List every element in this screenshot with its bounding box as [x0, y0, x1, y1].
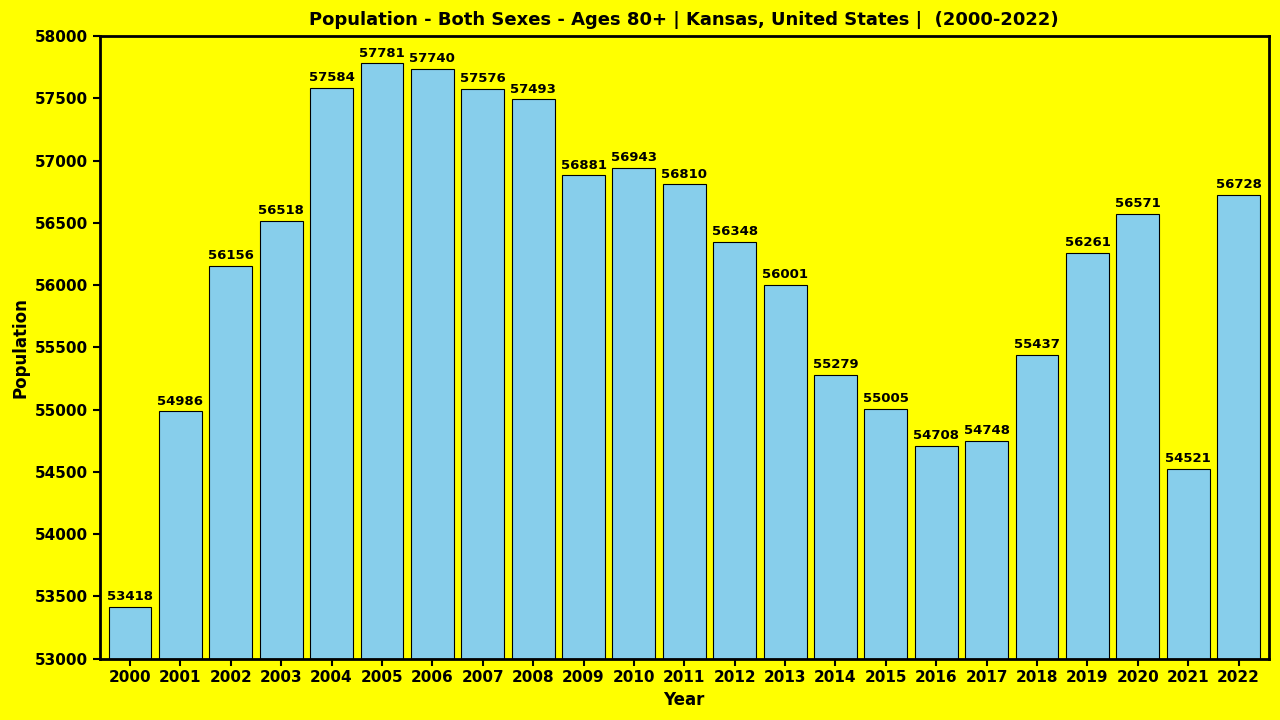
Text: 56001: 56001 [762, 269, 808, 282]
Bar [1167, 469, 1210, 659]
Bar [210, 266, 252, 659]
Text: 54521: 54521 [1165, 452, 1211, 466]
Text: 54986: 54986 [157, 395, 204, 408]
Bar [562, 176, 605, 659]
Bar [1116, 214, 1160, 659]
Y-axis label: Population: Population [12, 297, 29, 398]
Bar [1066, 253, 1108, 659]
Text: 54748: 54748 [964, 424, 1010, 437]
Bar [663, 184, 705, 659]
Bar [764, 285, 806, 659]
Bar [260, 220, 302, 659]
Text: 56156: 56156 [207, 249, 253, 262]
Bar [713, 242, 756, 659]
Text: 55437: 55437 [1014, 338, 1060, 351]
Bar [461, 89, 504, 659]
Bar [361, 63, 403, 659]
Text: 56261: 56261 [1065, 236, 1111, 249]
Bar [310, 88, 353, 659]
Text: 56728: 56728 [1216, 178, 1262, 191]
Text: 57740: 57740 [410, 52, 456, 65]
Bar [109, 606, 151, 659]
Text: 57584: 57584 [308, 71, 355, 84]
Bar [1217, 194, 1260, 659]
Text: 54708: 54708 [914, 429, 959, 442]
Bar [411, 68, 453, 659]
Text: 56571: 56571 [1115, 197, 1161, 210]
Text: 57781: 57781 [360, 47, 404, 60]
Bar [915, 446, 957, 659]
Text: 55279: 55279 [813, 358, 859, 371]
Text: 57493: 57493 [511, 83, 556, 96]
Text: 55005: 55005 [863, 392, 909, 405]
Text: 56881: 56881 [561, 159, 607, 172]
Title: Population - Both Sexes - Ages 80+ | Kansas, United States |  (2000-2022): Population - Both Sexes - Ages 80+ | Kan… [310, 11, 1059, 29]
Text: 56943: 56943 [611, 151, 657, 164]
Text: 56810: 56810 [662, 168, 708, 181]
Bar [814, 375, 856, 659]
Text: 57576: 57576 [460, 72, 506, 85]
Bar [864, 409, 908, 659]
Bar [1015, 355, 1059, 659]
Text: 56518: 56518 [259, 204, 305, 217]
Bar [965, 441, 1009, 659]
X-axis label: Year: Year [663, 691, 705, 709]
Bar [159, 411, 202, 659]
Text: 56348: 56348 [712, 225, 758, 238]
Bar [613, 168, 655, 659]
Text: 53418: 53418 [108, 590, 152, 603]
Bar [512, 99, 554, 659]
